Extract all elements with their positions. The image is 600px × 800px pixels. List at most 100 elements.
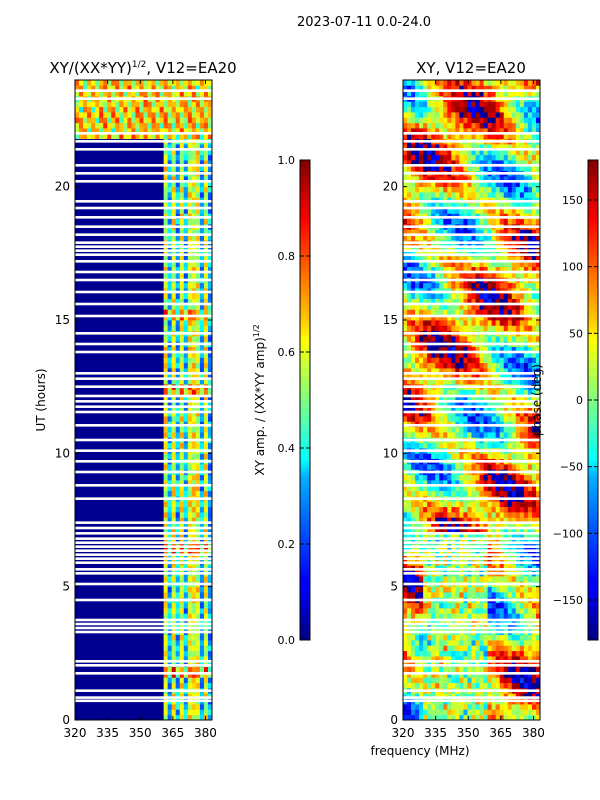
heatmap-cell <box>499 256 505 262</box>
heatmap-cell <box>415 261 420 268</box>
figure-suptitle: 2023-07-11 0.0-24.0 <box>297 15 431 30</box>
heatmap-cell <box>495 672 501 678</box>
heatmap-cell <box>467 208 472 214</box>
y-tick-label: 15 <box>55 313 70 327</box>
heatmap-cell <box>403 549 408 556</box>
heatmap-cell <box>487 453 493 460</box>
heatmap-cell <box>503 272 509 278</box>
heatmap-cell <box>463 410 468 417</box>
heatmap-cell <box>195 85 201 92</box>
heatmap-cell <box>487 362 493 369</box>
heatmap-cell <box>495 480 501 486</box>
heatmap-cell <box>139 112 144 118</box>
heatmap-cell <box>491 656 497 662</box>
heatmap-cell <box>487 133 493 140</box>
heatmap-cell <box>407 357 412 364</box>
heatmap-cell <box>439 176 444 182</box>
heatmap-cell <box>455 618 460 625</box>
heatmap-cell <box>407 682 412 689</box>
heatmap-cell <box>167 682 173 689</box>
heatmap-cell <box>183 618 189 625</box>
heatmap-cell <box>167 282 173 289</box>
heatmap-cell <box>427 400 432 406</box>
heatmap-cell <box>463 512 468 518</box>
heatmap-cell <box>447 464 452 470</box>
heatmap-cell <box>423 202 428 209</box>
heatmap-cell <box>431 309 436 316</box>
heatmap-cell <box>507 485 513 492</box>
heatmap-cell <box>419 229 424 236</box>
heatmap-cell <box>427 218 432 225</box>
heatmap-cell <box>87 101 92 108</box>
amplitude-plot-frame <box>74 79 213 721</box>
heatmap-cell <box>451 309 456 316</box>
heatmap-cell <box>403 666 408 673</box>
heatmap-cell <box>407 234 412 241</box>
heatmap-cell <box>175 346 181 353</box>
flagged-row <box>75 377 212 380</box>
heatmap-cell <box>443 394 448 401</box>
heatmap-cell <box>455 165 460 172</box>
heatmap-cell <box>499 645 505 652</box>
heatmap-cell <box>187 165 193 172</box>
heatmap-cell <box>195 506 201 513</box>
amplitude-heatmap <box>75 80 212 720</box>
heatmap-cell <box>503 266 509 273</box>
heatmap-cell <box>175 144 181 150</box>
heatmap-cell <box>451 304 456 310</box>
x-tick-label: 380 <box>194 726 217 740</box>
heatmap-cell <box>183 517 189 524</box>
heatmap-cell <box>203 165 209 172</box>
heatmap-cell <box>495 533 501 540</box>
heatmap-cell <box>187 298 193 305</box>
heatmap-cell <box>83 117 88 124</box>
heatmap-cell <box>431 293 436 300</box>
heatmap-cell <box>487 272 493 278</box>
heatmap-cell <box>495 522 501 529</box>
heatmap-cell <box>451 320 456 326</box>
heatmap-cell <box>403 672 408 678</box>
heatmap-cell <box>467 309 472 316</box>
heatmap-cell <box>487 416 493 422</box>
heatmap-cell <box>203 149 209 156</box>
heatmap-cell <box>183 149 189 156</box>
heatmap-cell <box>451 490 456 497</box>
flagged-row <box>75 696 212 699</box>
heatmap-cell <box>175 416 181 422</box>
heatmap-cell <box>407 394 412 401</box>
heatmap-cell <box>167 293 173 300</box>
heatmap-cell <box>179 346 185 353</box>
heatmap-cell <box>463 586 468 593</box>
heatmap-cell <box>203 592 209 598</box>
heatmap-cell <box>459 592 464 598</box>
heatmap-cell <box>199 592 205 598</box>
heatmap-cell <box>503 261 509 268</box>
heatmap-cell <box>431 101 436 108</box>
heatmap-cell <box>507 640 513 646</box>
heatmap-cell <box>415 266 420 273</box>
heatmap-cell <box>103 80 108 86</box>
heatmap-cell <box>207 400 212 406</box>
flagged-row <box>75 626 212 630</box>
heatmap-cell <box>203 517 209 524</box>
heatmap-cell <box>443 714 448 720</box>
heatmap-cell <box>451 368 456 374</box>
heatmap-cell <box>471 165 476 172</box>
heatmap-cell <box>491 650 497 657</box>
heatmap-cell <box>207 298 212 305</box>
heatmap-cell <box>195 464 201 470</box>
flagged-row <box>75 97 212 100</box>
heatmap-cell <box>499 128 505 134</box>
heatmap-cell <box>467 410 472 417</box>
heatmap-cell <box>163 149 169 156</box>
heatmap-cell <box>175 234 181 241</box>
heatmap-cell <box>111 106 116 113</box>
heatmap-cell <box>135 80 140 86</box>
heatmap-cell <box>415 528 420 534</box>
heatmap-cell <box>491 709 497 716</box>
heatmap-cell <box>487 576 493 582</box>
heatmap-cell <box>407 298 412 305</box>
heatmap-cell <box>427 304 432 310</box>
heatmap-cell <box>187 682 193 689</box>
heatmap-cell <box>467 602 472 609</box>
